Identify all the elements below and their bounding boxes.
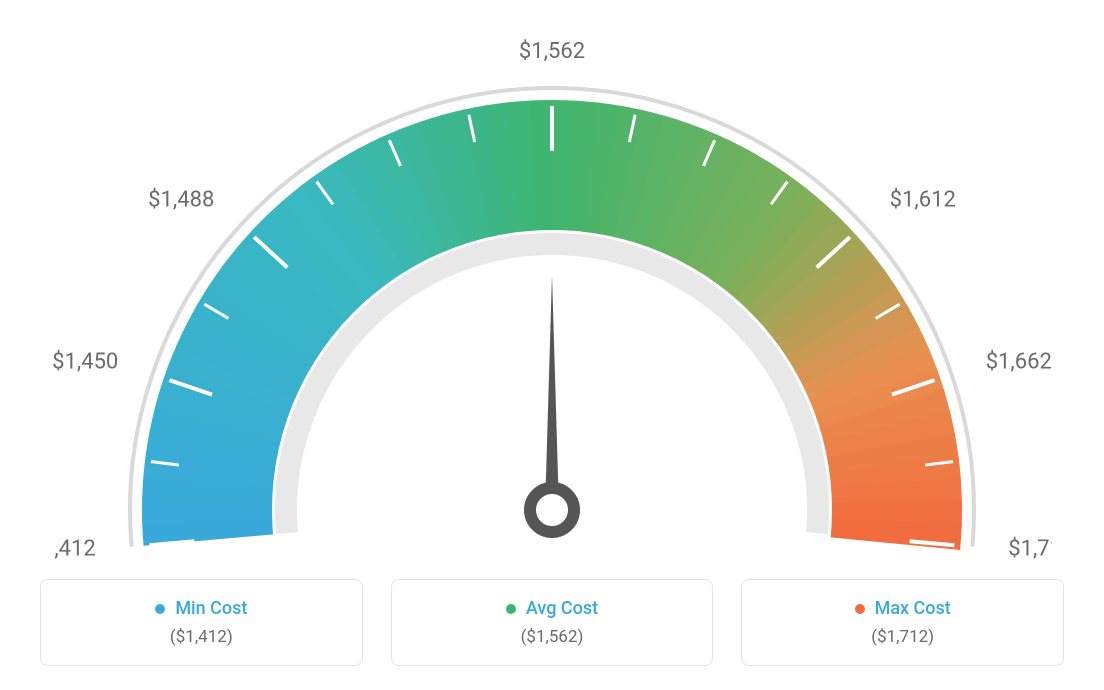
avg-dot-icon	[506, 604, 516, 614]
gauge-tick-label: $1,712	[1008, 537, 1052, 562]
gauge-tick-label: $1,612	[890, 187, 956, 212]
min-cost-value: ($1,412)	[170, 627, 233, 647]
avg-cost-card: Avg Cost ($1,562)	[391, 579, 714, 666]
max-cost-value: ($1,712)	[871, 627, 934, 647]
avg-cost-value: ($1,562)	[521, 627, 584, 647]
avg-cost-head: Avg Cost	[506, 598, 598, 619]
gauge-tick-label: $1,450	[52, 350, 118, 375]
gauge-tick-label: $1,412	[52, 537, 96, 562]
gauge-tick-label: $1,662	[986, 350, 1052, 375]
cost-gauge: $1,412 $1,450 $1,488 $1,562 $1,612 $1,662 $1,7…	[52, 30, 1052, 570]
min-dot-icon	[155, 604, 165, 614]
max-cost-card: Max Cost ($1,712)	[741, 579, 1064, 666]
avg-cost-label: Avg Cost	[526, 598, 598, 619]
gauge-tick-label: $1,488	[148, 187, 214, 212]
min-cost-label: Min Cost	[175, 598, 247, 619]
max-cost-label: Max Cost	[875, 598, 951, 619]
min-cost-card: Min Cost ($1,412)	[40, 579, 363, 666]
gauge-tick-label: $1,562	[519, 39, 585, 64]
summary-cards: Min Cost ($1,412) Avg Cost ($1,562) Max …	[40, 579, 1064, 666]
min-cost-head: Min Cost	[155, 598, 247, 619]
max-cost-head: Max Cost	[855, 598, 951, 619]
gauge-svg: $1,412 $1,450 $1,488 $1,562 $1,612 $1,662 $1,7…	[52, 30, 1052, 590]
max-dot-icon	[855, 604, 865, 614]
